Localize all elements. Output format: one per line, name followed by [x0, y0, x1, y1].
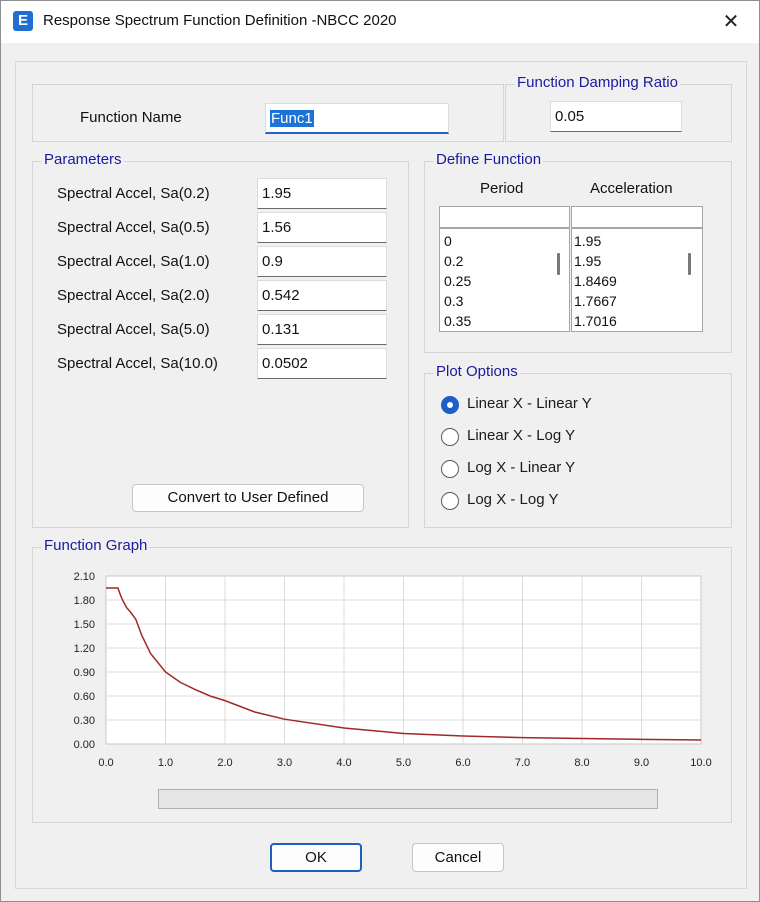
acceleration-list[interactable]: 1.95 1.95 1.8469 1.7667 1.7016 — [571, 228, 703, 332]
spectral-accel-input[interactable]: 0.542 — [257, 280, 387, 311]
spectral-accel-label: Spectral Accel, Sa(10.0) — [57, 355, 218, 372]
plot-option-radio[interactable]: Linear X - Linear Y — [441, 394, 701, 416]
y-tick-label: 0.30 — [74, 715, 95, 727]
spectral-accel-input[interactable]: 1.95 — [257, 178, 387, 209]
spectral-accel-label: Spectral Accel, Sa(1.0) — [57, 253, 210, 270]
y-tick-label: 0.00 — [74, 739, 95, 751]
spectrum-series-line — [106, 587, 702, 741]
close-icon[interactable]: ✕ — [722, 11, 740, 33]
x-tick-label: 6.0 — [455, 757, 470, 769]
acceleration-cell: 1.7667 — [574, 293, 617, 309]
y-tick-label: 2.10 — [74, 571, 95, 583]
plot-options-group: Plot Options Linear X - Linear Y Linear X… — [424, 363, 732, 528]
window-title: Response Spectrum Function Definition -N… — [43, 12, 397, 29]
damping-group: Function Damping Ratio 0.05 — [505, 74, 732, 142]
spectral-accel-label: Spectral Accel, Sa(5.0) — [57, 321, 210, 338]
acceleration-list-scrollbar[interactable] — [688, 253, 691, 275]
plot-option-label: Log X - Log Y — [467, 491, 559, 508]
function-name-group: Function Name Func1 — [32, 84, 504, 142]
acceleration-column-header: Acceleration — [590, 180, 673, 197]
define-function-group: Define Function Period Acceleration 0 0.2… — [424, 151, 732, 353]
function-graph-title: Function Graph — [42, 537, 150, 555]
period-column-header: Period — [480, 180, 524, 197]
plot-option-label: Linear X - Linear Y — [467, 395, 592, 412]
period-cell: 0.35 — [444, 313, 472, 329]
function-name-input[interactable]: Func1 — [265, 103, 449, 134]
radio-button-icon[interactable] — [441, 492, 459, 510]
plot-option-radio[interactable]: Log X - Log Y — [441, 490, 701, 512]
x-tick-label: 7.0 — [515, 757, 530, 769]
y-tick-label: 0.60 — [74, 691, 95, 703]
cancel-button[interactable]: Cancel — [412, 843, 504, 872]
function-name-value: Func1 — [270, 110, 314, 127]
radio-button-icon[interactable] — [441, 428, 459, 446]
radio-button-icon[interactable] — [441, 460, 459, 478]
x-tick-label: 2.0 — [217, 757, 232, 769]
y-tick-label: 1.80 — [74, 595, 95, 607]
function-name-label: Function Name — [80, 109, 182, 126]
y-tick-label: 1.50 — [74, 619, 95, 631]
spectral-accel-label: Spectral Accel, Sa(0.2) — [57, 185, 210, 202]
function-graph-group: Function Graph 0.0 1.0 2.0 3.0 4.0 5.0 6.0 7.0 8… — [32, 537, 732, 823]
define-function-title: Define Function — [434, 151, 544, 169]
spectral-accel-input[interactable]: 0.9 — [257, 246, 387, 277]
convert-to-user-defined-button[interactable]: Convert to User Defined — [132, 484, 364, 512]
x-tick-label: 0.0 — [98, 757, 113, 769]
graph-horizontal-scrollbar[interactable] — [158, 789, 658, 809]
app-icon: E — [13, 11, 33, 31]
title-bar[interactable]: E Response Spectrum Function Definition … — [1, 1, 759, 43]
acceleration-edit-row[interactable] — [571, 206, 703, 228]
period-list[interactable]: 0 0.2 0.25 0.3 0.35 — [439, 228, 570, 332]
period-cell: 0 — [444, 233, 452, 249]
period-cell: 0.25 — [444, 273, 472, 289]
plot-option-label: Linear X - Log Y — [467, 427, 576, 444]
x-tick-label: 4.0 — [336, 757, 351, 769]
spectral-accel-label: Spectral Accel, Sa(0.5) — [57, 219, 210, 236]
x-tick-label: 8.0 — [574, 757, 589, 769]
parameters-group: Parameters Spectral Accel, Sa(0.2) 1.95 Sp… — [32, 151, 409, 528]
period-cell: 0.3 — [444, 293, 464, 309]
period-edit-row[interactable] — [439, 206, 570, 228]
period-cell: 0.2 — [444, 253, 464, 269]
damping-title: Function Damping Ratio — [515, 74, 680, 92]
function-graph-chart: 0.0 1.0 2.0 3.0 4.0 5.0 6.0 7.0 8.0 9.0 10.0 0.00 0.… — [74, 571, 712, 769]
spectral-accel-label: Spectral Accel, Sa(2.0) — [57, 287, 210, 304]
ok-button[interactable]: OK — [270, 843, 362, 872]
plot-option-label: Log X - Linear Y — [467, 459, 576, 476]
spectral-accel-input[interactable]: 1.56 — [257, 212, 387, 243]
x-tick-label: 3.0 — [277, 757, 292, 769]
x-tick-label: 9.0 — [634, 757, 649, 769]
acceleration-cell: 1.7016 — [574, 313, 617, 329]
parameters-title: Parameters — [42, 151, 124, 169]
acceleration-cell: 1.8469 — [574, 273, 617, 289]
plot-option-radio[interactable]: Linear X - Log Y — [441, 426, 701, 448]
acceleration-cell: 1.95 — [574, 233, 602, 249]
period-list-scrollbar[interactable] — [557, 253, 560, 275]
dialog-client-area: Function Name Func1 Function Damping Rat… — [15, 61, 747, 889]
damping-ratio-input[interactable]: 0.05 — [550, 101, 682, 132]
x-tick-label: 1.0 — [158, 757, 173, 769]
y-tick-label: 1.20 — [74, 643, 95, 655]
spectral-accel-input[interactable]: 0.0502 — [257, 348, 387, 379]
acceleration-cell: 1.95 — [574, 253, 602, 269]
plot-options-title: Plot Options — [434, 363, 520, 381]
spectral-accel-input[interactable]: 0.131 — [257, 314, 387, 345]
x-tick-label: 5.0 — [396, 757, 411, 769]
y-tick-label: 0.90 — [74, 667, 95, 679]
plot-option-radio[interactable]: Log X - Linear Y — [441, 458, 701, 480]
x-tick-label: 10.0 — [690, 757, 711, 769]
radio-button-icon[interactable] — [441, 396, 459, 414]
